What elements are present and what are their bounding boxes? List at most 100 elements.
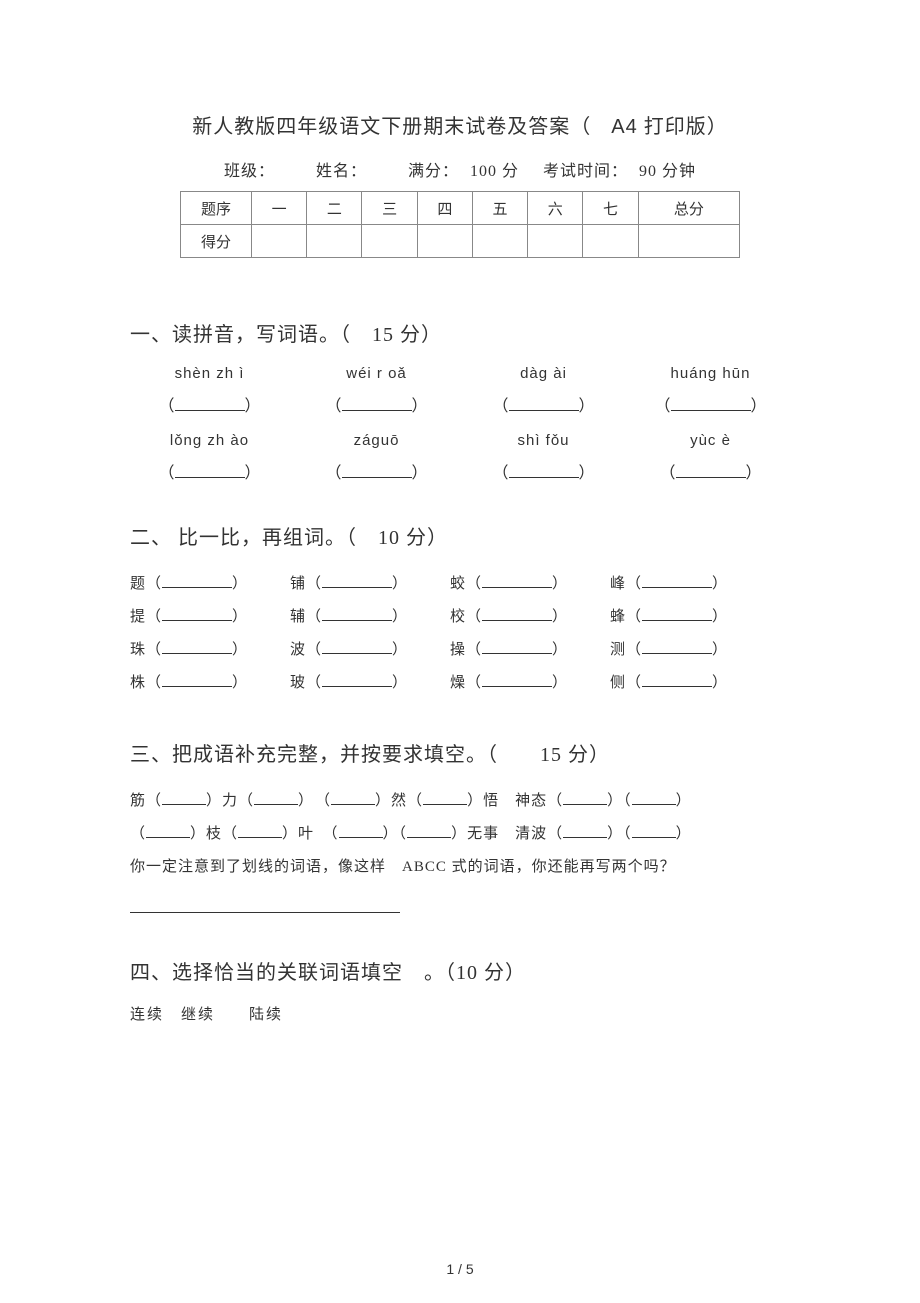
blank-line[interactable]: [671, 396, 751, 411]
right-paren: ）: [232, 576, 248, 592]
blank-line[interactable]: [162, 606, 232, 621]
td-blank: [472, 225, 527, 258]
page-footer: 1 / 5: [0, 1261, 920, 1277]
idiom-note: 你一定注意到了划线的词语，像这样 ABCC 式的词语，你还能再写两个吗？: [130, 851, 790, 884]
answer-blank: （）: [464, 392, 623, 416]
compare-row: 株（）玻（）燥（）侧（）: [130, 667, 790, 700]
idiom-text: （: [130, 826, 146, 842]
td-blank: [362, 225, 417, 258]
right-paren: ）: [712, 609, 728, 625]
right-paren: ）: [392, 576, 408, 592]
blank-line[interactable]: [632, 790, 676, 805]
right-paren: ）: [392, 609, 408, 625]
blank-line[interactable]: [632, 823, 676, 838]
blank-line[interactable]: [146, 823, 190, 838]
blank-line[interactable]: [322, 639, 392, 654]
section-2-heading: 二、 比一比，再组词。（ 10 分）: [130, 521, 790, 550]
char-label: 校（: [450, 609, 482, 625]
score-table: 题序 一 二 三 四 五 六 七 总分 得分: [180, 191, 740, 258]
blank-line[interactable]: [322, 672, 392, 687]
blank-line[interactable]: [342, 396, 412, 411]
blank-line[interactable]: [322, 606, 392, 621]
blank-line[interactable]: [162, 573, 232, 588]
right-paren: ）: [232, 609, 248, 625]
section-3: 三、把成语补充完整，并按要求填空。（ 15 分） 筋（）力（） （）然（）悟 神…: [130, 738, 790, 918]
blank-line[interactable]: [509, 396, 579, 411]
blank-line[interactable]: [407, 823, 451, 838]
pinyin-text: záguō: [297, 432, 456, 449]
compare-item: 校（ ）: [450, 601, 610, 634]
th-3: 三: [362, 192, 417, 225]
pinyin-text: dàg ài: [464, 365, 623, 382]
long-blank[interactable]: [130, 898, 400, 913]
section-2: 二、 比一比，再组词。（ 10 分） 题（）铺（）蛟（）峰（）提（）辅（）校（）…: [130, 521, 790, 700]
blank-line[interactable]: [676, 463, 746, 478]
blank-line[interactable]: [175, 396, 245, 411]
compare-item: 辅（ ）: [290, 601, 450, 634]
section-4: 四、选择恰当的关联词语填空 。（10 分） 连续 继续 陆续: [130, 956, 790, 1024]
char-label: 波（: [290, 642, 322, 658]
compare-row: 珠（ ）波（ ）操（）测（）: [130, 634, 790, 667]
blank-line[interactable]: [642, 606, 712, 621]
char-label: 铺（: [290, 576, 322, 592]
idiom-text: ）: [676, 826, 692, 842]
pinyin-text: shì fǒu: [464, 432, 623, 449]
section-4-words: 连续 继续 陆续: [130, 1003, 790, 1024]
idiom-text: ）: [676, 793, 692, 809]
right-paren: ）: [712, 576, 728, 592]
blank-line[interactable]: [482, 672, 552, 687]
answer-blank: （）: [631, 459, 790, 483]
blank-line[interactable]: [162, 672, 232, 687]
blank-line[interactable]: [482, 639, 552, 654]
title-mid: A4: [611, 116, 637, 138]
blank-line[interactable]: [162, 639, 232, 654]
blank-line[interactable]: [423, 790, 467, 805]
right-paren: ）: [392, 642, 408, 658]
td-blank: [528, 225, 583, 258]
blank-line[interactable]: [563, 823, 607, 838]
section-4-heading: 四、选择恰当的关联词语填空 。（10 分）: [130, 956, 790, 985]
blank-line[interactable]: [642, 639, 712, 654]
blank-line[interactable]: [563, 790, 607, 805]
idiom-text: ）（: [607, 826, 632, 842]
blank-line[interactable]: [642, 573, 712, 588]
compare-item: 波（ ）: [290, 634, 450, 667]
blank-line[interactable]: [254, 790, 298, 805]
pinyin-cell: shì fǒu: [464, 432, 623, 453]
compare-item: 蛟（）: [450, 568, 610, 601]
compare-item: 燥（）: [450, 667, 610, 700]
idiom-text: ）然（: [375, 793, 423, 809]
blank-line[interactable]: [482, 573, 552, 588]
blank-line[interactable]: [238, 823, 282, 838]
th-total: 总分: [638, 192, 739, 225]
compare-item: 操（）: [450, 634, 610, 667]
section-1-heading: 一、读拼音，写词语。（ 15 分）: [130, 318, 790, 347]
th-1: 一: [252, 192, 307, 225]
fullmark-label: 满分：: [408, 163, 459, 180]
compare-item: 株（）: [130, 667, 290, 700]
pinyin-cell: yùc è: [631, 432, 790, 453]
char-label: 玻（: [290, 675, 322, 691]
char-label: 珠（: [130, 642, 162, 658]
char-label: 辅（: [290, 609, 322, 625]
blank-line[interactable]: [482, 606, 552, 621]
char-label: 题（: [130, 576, 162, 592]
blank-line[interactable]: [331, 790, 375, 805]
blank-line[interactable]: [342, 463, 412, 478]
right-paren: ）: [552, 609, 568, 625]
td-blank: [583, 225, 638, 258]
blank-line[interactable]: [175, 463, 245, 478]
char-label: 蜂（: [610, 609, 642, 625]
blank-line[interactable]: [509, 463, 579, 478]
td-score-label: 得分: [181, 225, 252, 258]
blank-line[interactable]: [162, 790, 206, 805]
blank-line[interactable]: [339, 823, 383, 838]
idiom-text: ）（: [607, 793, 632, 809]
idiom-text: ）（: [383, 826, 408, 842]
compare-item: 测（）: [610, 634, 770, 667]
pinyin-cell: huáng hūn: [631, 365, 790, 386]
right-paren: ）: [552, 576, 568, 592]
blank-line[interactable]: [642, 672, 712, 687]
answer-blank: （）: [130, 459, 289, 483]
blank-line[interactable]: [322, 573, 392, 588]
